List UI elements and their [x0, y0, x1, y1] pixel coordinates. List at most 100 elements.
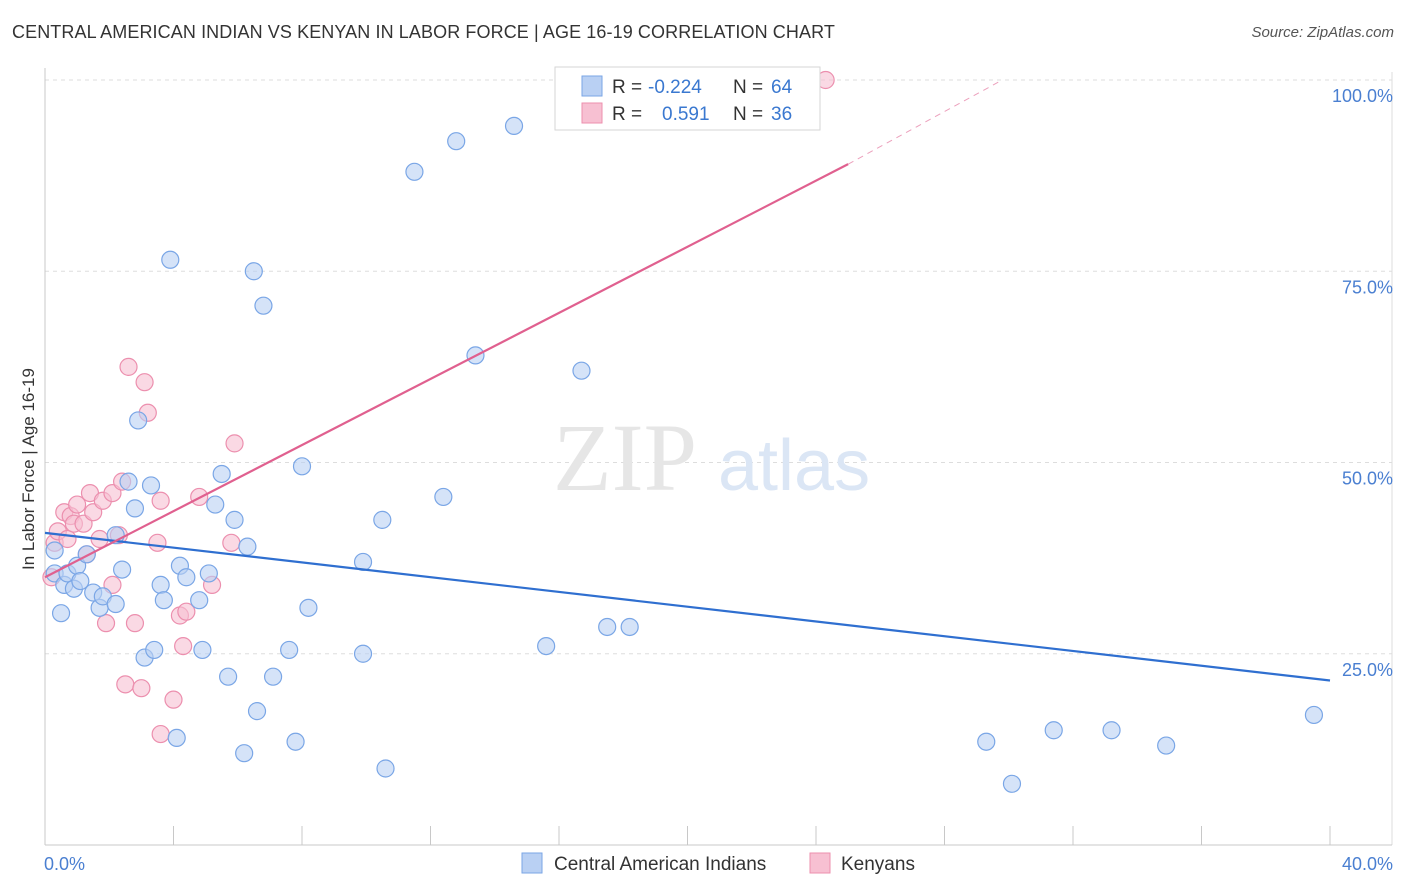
cai-point-37 [254, 296, 273, 315]
legend-swatch-blue [581, 75, 603, 97]
cai-point-17 [129, 411, 148, 430]
kenyan-point-27 [151, 724, 170, 744]
kenyan-point-25 [148, 533, 167, 552]
series-label-blue: Central American Indians [554, 854, 766, 875]
legend-r-value-2: 0.591 [662, 104, 710, 125]
cai-point-60 [1102, 721, 1121, 740]
watermark-zip: ZIP [553, 404, 697, 511]
cai-point-35 [244, 262, 263, 281]
kenyan-point-20 [119, 357, 138, 376]
series-legend: Central American Indians Kenyans [521, 852, 915, 875]
cai-point-61 [1157, 736, 1176, 755]
axes [44, 68, 1392, 846]
cai-point-57 [977, 732, 996, 751]
watermark: ZIP atlas [553, 404, 870, 511]
y-tick-labels: 25.0% 50.0% 75.0% 100.0% [1332, 86, 1393, 680]
cai-point-50 [447, 132, 466, 151]
x-tick-label-0: 0.0% [44, 854, 85, 874]
cai-trend-line [44, 531, 1331, 682]
cai-point-15 [119, 472, 138, 491]
cai-point-48 [405, 162, 424, 181]
cai-point-26 [177, 568, 196, 587]
cai-point-42 [292, 457, 312, 476]
cai-point-54 [572, 361, 591, 380]
kenyan-point-30 [174, 636, 193, 656]
legend-n-value-1: 64 [771, 77, 793, 98]
cai-point-7 [71, 571, 90, 591]
cai-point-31 [212, 464, 231, 484]
legend-n-label-1: N = [733, 77, 763, 98]
cai-point-21 [151, 575, 170, 595]
y-tick-label-3: 100.0% [1332, 86, 1393, 106]
y-axis-label: In Labor Force | Age 16-19 [19, 368, 38, 570]
series-label-pink: Kenyans [841, 854, 915, 875]
cai-point-41 [286, 732, 305, 751]
cai-point-8 [77, 545, 96, 564]
source-label: Source: ZipAtlas.com [1251, 24, 1394, 41]
cai-point-39 [263, 667, 283, 686]
cai-point-19 [141, 476, 161, 495]
kenyan-trend-extension [847, 79, 1003, 165]
cai-point-58 [1002, 774, 1022, 793]
cai-point-24 [167, 728, 186, 748]
cai-point-0 [45, 541, 64, 560]
legend-r-value-1: -0.224 [648, 77, 702, 98]
cai-point-56 [620, 617, 639, 637]
y-tick-label-2: 75.0% [1342, 277, 1393, 297]
cai-point-34 [238, 537, 257, 556]
x-tick-label-1: 40.0% [1342, 854, 1393, 874]
cai-point-55 [598, 617, 617, 637]
kenyan-trend-line [44, 163, 849, 579]
cai-point-33 [225, 510, 244, 529]
kenyan-point-28 [164, 690, 183, 709]
kenyan-point-21 [125, 614, 145, 633]
central-american-indians-points [45, 116, 1324, 793]
cai-point-53 [537, 636, 556, 656]
cai-point-14 [112, 560, 132, 579]
cai-point-32 [219, 667, 238, 686]
legend-r-label-2: R = [612, 104, 642, 125]
cai-point-38 [235, 744, 254, 763]
cai-point-29 [199, 564, 218, 583]
cai-point-20 [145, 640, 164, 660]
cai-point-16 [125, 499, 145, 518]
legend-r-label-1: R = [612, 77, 642, 98]
kenyan-point-26 [151, 491, 170, 510]
series-swatch-blue [521, 852, 543, 874]
watermark-atlas: atlas [718, 426, 870, 506]
correlation-legend: R = -0.224 N = 64 R = 0.591 N = 36 [554, 66, 821, 131]
kenyan-point-23 [135, 373, 154, 392]
cai-point-52 [504, 116, 524, 136]
cai-point-28 [193, 640, 212, 660]
legend-n-value-2: 36 [771, 104, 792, 125]
cai-point-47 [376, 759, 395, 778]
kenyans-points [42, 70, 835, 744]
legend-n-label-2: N = [733, 104, 763, 125]
cai-point-23 [161, 250, 180, 269]
series-swatch-pink [809, 852, 831, 874]
cai-point-2 [51, 604, 71, 623]
cai-point-30 [206, 495, 225, 514]
cai-point-46 [373, 510, 392, 529]
cai-point-62 [1304, 705, 1324, 725]
legend-swatch-pink [581, 102, 603, 124]
kenyan-point-22 [132, 679, 151, 698]
kenyan-point-35 [225, 434, 244, 453]
cai-point-43 [299, 598, 318, 617]
kenyan-point-14 [96, 614, 116, 633]
cai-point-45 [353, 644, 373, 663]
cai-point-49 [434, 487, 453, 507]
kenyan-point-34 [222, 533, 241, 552]
cai-point-27 [190, 591, 209, 610]
y-tick-label-0: 25.0% [1342, 660, 1393, 680]
kenyan-point-19 [116, 675, 135, 694]
cai-point-12 [106, 594, 125, 614]
cai-point-22 [154, 591, 173, 610]
cai-point-40 [280, 640, 299, 660]
cai-point-59 [1044, 721, 1063, 740]
x-tick-labels: 0.0% 40.0% [44, 854, 1393, 874]
kenyan-point-31 [177, 602, 196, 621]
cai-point-36 [247, 702, 267, 721]
kenyan-point-7 [68, 495, 87, 514]
